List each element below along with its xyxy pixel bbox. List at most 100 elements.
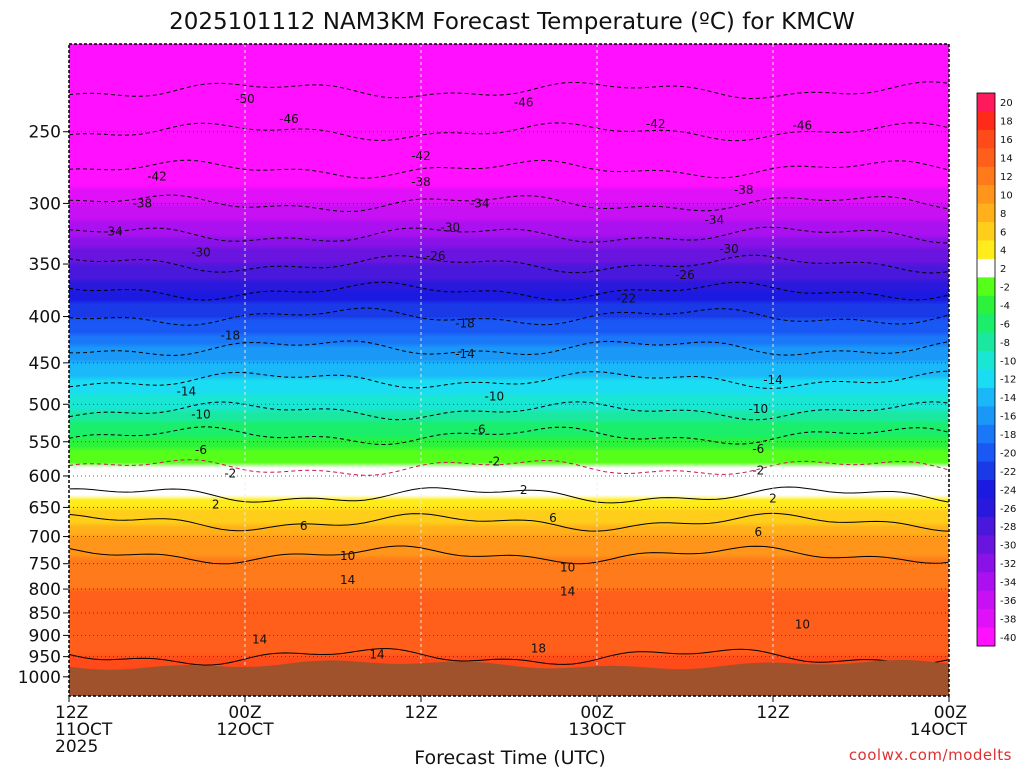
contour-label: -14 bbox=[455, 347, 475, 361]
y-tick-label: 450 bbox=[29, 354, 61, 374]
y-tick-label: 850 bbox=[29, 604, 61, 624]
x-tick-label: 00Z bbox=[580, 703, 613, 723]
contour-line bbox=[69, 512, 949, 532]
contour-label: -30 bbox=[719, 242, 739, 256]
colorbar-tick-label: 10 bbox=[1000, 190, 1013, 201]
contour-label: 10 bbox=[795, 617, 810, 631]
colorbar-tick-label: -26 bbox=[1000, 504, 1016, 515]
contour-label: 6 bbox=[300, 519, 308, 533]
colorbar-swatch bbox=[977, 111, 995, 131]
colorbar-swatch bbox=[977, 148, 995, 168]
contour-line bbox=[69, 340, 949, 357]
colorbar-swatch bbox=[977, 129, 995, 149]
contour-label: -10 bbox=[749, 402, 769, 416]
colorbar-swatch bbox=[977, 498, 995, 518]
y-tick-label: 550 bbox=[29, 433, 61, 453]
contour-label: -6 bbox=[752, 442, 764, 456]
contour-label: -42 bbox=[646, 117, 666, 131]
contour-line bbox=[69, 401, 949, 421]
contour-label: -10 bbox=[191, 407, 211, 421]
colorbar-swatch bbox=[977, 203, 995, 223]
pressure-axis: 2503003504004505005506006507007508008509… bbox=[18, 123, 69, 688]
colorbar-tick-label: 20 bbox=[1000, 98, 1013, 109]
x-tick-label: 11OCT bbox=[55, 720, 113, 740]
colorbar-swatch bbox=[977, 222, 995, 241]
colorbar-tick-label: 12 bbox=[1000, 172, 1013, 183]
x-tick-label: 2025 bbox=[55, 737, 98, 757]
contour-label: -38 bbox=[734, 183, 754, 197]
contour-line bbox=[69, 281, 949, 301]
colorbar-swatch bbox=[977, 535, 995, 555]
contour-line bbox=[69, 648, 949, 666]
colorbar-tick-label: 14 bbox=[1000, 154, 1013, 165]
contour-label: 10 bbox=[560, 560, 575, 574]
colorbar-tick-label: -36 bbox=[1000, 596, 1016, 607]
contour-label: -42 bbox=[411, 149, 431, 163]
colorbar-tick-label: -30 bbox=[1000, 541, 1016, 552]
colorbar-tick-label: -22 bbox=[1000, 467, 1016, 478]
y-tick-label: 1000 bbox=[18, 668, 61, 688]
y-tick-label: 800 bbox=[29, 580, 61, 600]
chart-title: 2025101112 NAM3KM Forecast Temperature (… bbox=[169, 9, 855, 35]
contour-label: 6 bbox=[549, 511, 557, 525]
colorbar-swatch bbox=[977, 185, 995, 205]
x-tick-label: 13OCT bbox=[568, 720, 626, 740]
contour-label: -18 bbox=[455, 316, 475, 330]
contour-line bbox=[69, 122, 949, 142]
contour-line bbox=[69, 81, 949, 100]
colorbar-swatch bbox=[977, 516, 995, 536]
colorbar-tick-label: -14 bbox=[1000, 393, 1016, 404]
colorbar-swatch bbox=[977, 387, 995, 407]
x-axis-label: Forecast Time (UTC) bbox=[414, 747, 605, 768]
colorbar-tick-label: -40 bbox=[1000, 633, 1016, 644]
colorbar-swatch bbox=[977, 258, 995, 278]
colorbar-swatch bbox=[977, 277, 995, 297]
colorbar-swatch bbox=[977, 240, 995, 260]
colorbar-tick-label: -12 bbox=[1000, 375, 1016, 386]
colorbar-tick-label: -34 bbox=[1000, 577, 1016, 588]
contour-label: 2 bbox=[520, 483, 528, 497]
colorbar-swatch bbox=[977, 590, 995, 610]
contour-label: -46 bbox=[514, 95, 534, 109]
y-tick-label: 400 bbox=[29, 308, 61, 328]
y-tick-label: 300 bbox=[29, 194, 61, 214]
contour-line bbox=[69, 459, 949, 476]
x-tick-label: 00Z bbox=[228, 703, 261, 723]
contour-label: -46 bbox=[793, 118, 813, 132]
contour-label: 18 bbox=[531, 641, 546, 655]
colorbar-tick-label: -20 bbox=[1000, 448, 1016, 459]
contour-label: -22 bbox=[617, 291, 637, 305]
contour-label: 6 bbox=[755, 525, 763, 539]
colorbar-tick-label: -6 bbox=[1000, 319, 1010, 330]
colorbar-tick-label: -10 bbox=[1000, 356, 1016, 367]
colorbar-tick-label: -38 bbox=[1000, 614, 1016, 625]
contour-label: -26 bbox=[675, 268, 695, 282]
colorbar-swatch bbox=[977, 480, 995, 500]
contour-label: -34 bbox=[705, 213, 725, 227]
contour-labels: -50-46-46-42 -46-42-42 -38-38-38-34-34-34-… bbox=[103, 92, 812, 662]
colorbar-tick-label: 8 bbox=[1000, 209, 1006, 220]
contour-line bbox=[69, 486, 949, 504]
plot-frame bbox=[68, 43, 950, 697]
colorbar-tick-label: -32 bbox=[1000, 559, 1016, 570]
contour-line bbox=[69, 254, 949, 274]
temperature-field bbox=[69, 44, 949, 696]
contour-line bbox=[69, 545, 949, 565]
y-tick-label: 700 bbox=[29, 528, 61, 548]
y-tick-label: 250 bbox=[29, 123, 61, 143]
credit-text: coolwx.com/modelts bbox=[849, 746, 1012, 764]
colorbar: 20 18 16 14 12 10 8 6 4 2 -2 -4 -6 -8 -10 -12 -14 -16 -18 -… bbox=[976, 92, 1016, 647]
contour-label: -30 bbox=[441, 221, 461, 235]
contour-label: -42 bbox=[147, 169, 167, 183]
y-tick-label: 350 bbox=[29, 255, 61, 275]
colorbar-swatch bbox=[977, 461, 995, 481]
y-tick-label: 750 bbox=[29, 555, 61, 575]
contour-label: 2 bbox=[212, 497, 220, 511]
contour-label: -2 bbox=[752, 464, 764, 478]
colorbar-swatch bbox=[977, 572, 995, 592]
x-tick-label: 12Z bbox=[404, 703, 437, 723]
colorbar-frame bbox=[976, 92, 996, 647]
colorbar-tick-label: -8 bbox=[1000, 338, 1010, 349]
colorbar-tick-label: -2 bbox=[1000, 283, 1010, 294]
